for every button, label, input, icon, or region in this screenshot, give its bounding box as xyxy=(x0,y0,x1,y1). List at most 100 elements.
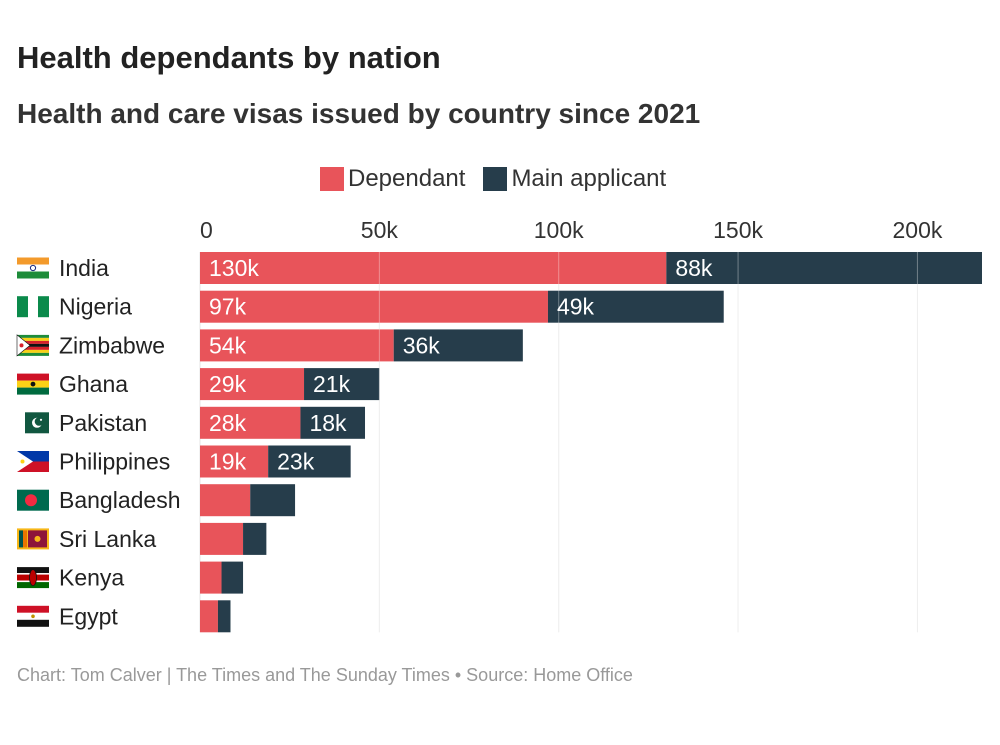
flag-part xyxy=(17,461,49,472)
flag-icon-sri-lanka xyxy=(17,528,49,550)
flag-icon-egypt xyxy=(17,605,49,627)
flag-part xyxy=(17,387,49,395)
flag-part xyxy=(17,337,49,341)
flag-part xyxy=(17,619,49,627)
category-label: Philippines xyxy=(59,449,170,475)
bar-dependant xyxy=(200,368,305,401)
bar-main-applicant xyxy=(221,561,244,594)
flag-part xyxy=(17,343,49,347)
legend-item-main-applicant: Main applicant xyxy=(483,165,666,193)
flag-part xyxy=(25,494,37,507)
data-label-dependant: 29k xyxy=(209,371,247,397)
data-label-dependant: 28k xyxy=(209,410,247,436)
category-label: Zimbabwe xyxy=(59,332,165,358)
bar-dependant xyxy=(200,561,222,594)
flag-icon-ghana xyxy=(17,373,49,395)
flag-part xyxy=(17,257,49,265)
bar-main-applicant xyxy=(268,445,351,478)
category-label: Bangladesh xyxy=(59,487,181,513)
bar-main-applicant xyxy=(666,252,982,284)
category-label: Pakistan xyxy=(59,410,147,436)
flag-part xyxy=(34,417,44,426)
flag-icon-india xyxy=(17,257,49,279)
bar-main-applicant xyxy=(250,484,296,517)
data-label-main-applicant: 88k xyxy=(675,255,713,281)
category-label: Nigeria xyxy=(59,294,132,320)
flag-icon-philippines xyxy=(17,451,49,472)
flag-icon-kenya xyxy=(17,567,49,589)
flag-icon-zimbabwe xyxy=(16,334,49,357)
bar-main-applicant xyxy=(547,290,724,323)
legend-item-dependant: Dependant xyxy=(320,165,465,193)
category-label: India xyxy=(59,255,109,281)
flag-part xyxy=(17,346,49,350)
flag-part xyxy=(17,349,49,353)
flag-part xyxy=(39,418,43,421)
legend-label-dependant: Dependant xyxy=(348,165,466,192)
bar-main-applicant xyxy=(393,329,523,362)
bar-main-applicant xyxy=(304,368,380,401)
bar-dependant xyxy=(200,600,218,633)
flag-part xyxy=(17,296,28,318)
chart-legend: Dependant Main applicant xyxy=(320,165,684,193)
category-label: Egypt xyxy=(59,603,118,629)
flag-part xyxy=(17,412,25,434)
flag-part xyxy=(29,264,37,272)
legend-swatch-dependant xyxy=(320,167,344,191)
x-tick-label: 50k xyxy=(361,217,399,243)
legend-swatch-main-applicant xyxy=(483,167,508,191)
data-label-main-applicant: 49k xyxy=(557,294,595,320)
x-tick-label: 200k xyxy=(892,217,942,243)
bar-dependant xyxy=(200,329,394,362)
data-label-main-applicant: 18k xyxy=(309,410,347,436)
category-label: Sri Lanka xyxy=(59,526,156,552)
flag-part xyxy=(17,605,49,613)
flag-part xyxy=(19,530,23,548)
flag-part xyxy=(17,373,49,381)
legend-label-main-applicant: Main applicant xyxy=(511,165,667,192)
category-label: Ghana xyxy=(59,371,128,397)
flag-part xyxy=(31,614,35,619)
bar-dependant xyxy=(200,290,548,323)
flag-part xyxy=(23,530,27,548)
data-label-dependant: 54k xyxy=(209,332,247,358)
flag-part xyxy=(17,340,49,344)
x-tick-label: 100k xyxy=(534,217,584,243)
flag-part xyxy=(28,296,38,318)
bar-dependant xyxy=(200,252,667,284)
data-label-main-applicant: 23k xyxy=(277,449,315,475)
chart-subtitle: Health and care visas issued by country … xyxy=(17,98,701,129)
flag-part xyxy=(30,381,36,387)
chart-footer-credit: Chart: Tom Calver | The Times and The Su… xyxy=(17,665,633,685)
data-label-dependant: 19k xyxy=(209,449,247,475)
flag-part xyxy=(17,264,49,272)
x-tick-label: 0 xyxy=(200,217,213,243)
flag-part xyxy=(17,271,49,279)
data-label-dependant: 97k xyxy=(209,294,247,320)
flag-part xyxy=(17,451,33,472)
category-label: Kenya xyxy=(59,565,124,591)
bar-dependant xyxy=(200,484,251,517)
flag-part xyxy=(17,451,49,462)
flag-part xyxy=(17,352,49,356)
bar-main-applicant xyxy=(243,522,267,555)
flag-part xyxy=(17,334,49,338)
flag-icon-nigeria xyxy=(17,296,49,318)
flag-icon-pakistan xyxy=(17,412,49,434)
flag-part xyxy=(38,296,49,318)
x-tick-label: 150k xyxy=(713,217,763,243)
chart-title: Health dependants by nation xyxy=(17,40,441,75)
flag-icon-bangladesh xyxy=(17,489,49,511)
bar-main-applicant xyxy=(217,600,231,633)
bar-dependant xyxy=(200,406,301,439)
flag-part xyxy=(19,343,24,348)
data-label-dependant: 130k xyxy=(209,255,259,281)
flag-part xyxy=(20,459,25,464)
bar-main-applicant xyxy=(300,406,366,439)
data-label-main-applicant: 21k xyxy=(313,371,351,397)
bar-dependant xyxy=(200,445,269,478)
bar-dependant xyxy=(200,522,244,555)
flag-part xyxy=(29,569,37,586)
data-label-main-applicant: 36k xyxy=(403,332,441,358)
